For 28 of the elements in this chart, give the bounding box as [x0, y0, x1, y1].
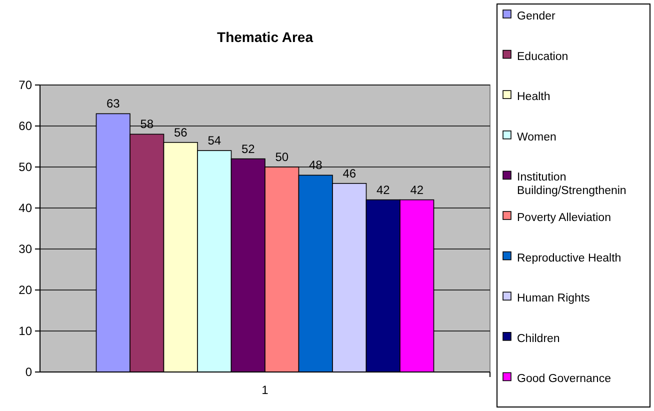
legend-label: Institution Building/Strengthenin — [517, 172, 626, 197]
y-tick-label: 40 — [18, 201, 32, 216]
data-label: 63 — [106, 96, 120, 111]
y-tick-label: 50 — [18, 160, 32, 174]
y-tick-label: 60 — [18, 119, 32, 134]
legend-label: Human Rights — [517, 292, 590, 305]
legend-label: Reproductive Health — [517, 252, 622, 264]
y-tick-label: 20 — [18, 283, 32, 298]
legend-label: Good Governance — [517, 373, 611, 386]
data-label: 46 — [342, 166, 356, 180]
y-tick-label: 30 — [18, 242, 32, 256]
data-label: 50 — [275, 150, 289, 164]
y-tick-label: 70 — [18, 78, 32, 92]
y-tick-label: 10 — [18, 324, 32, 338]
legend-label: Women — [517, 131, 556, 144]
data-label: 54 — [208, 134, 222, 148]
legend-label: Poverty Alleviation — [517, 212, 611, 224]
data-label: 42 — [376, 182, 390, 197]
data-label: 56 — [174, 125, 188, 140]
data-label: 52 — [241, 142, 256, 156]
y-tick-label: 0 — [25, 365, 32, 380]
legend-label: Education — [517, 50, 568, 63]
data-label: 42 — [410, 182, 424, 197]
chart-title: Thematic Area — [217, 29, 314, 45]
legend-label: Health — [517, 91, 550, 104]
legend-label: Children — [517, 332, 560, 345]
legend-label: Gender — [517, 10, 556, 22]
x-tick-label: 1 — [262, 383, 269, 397]
